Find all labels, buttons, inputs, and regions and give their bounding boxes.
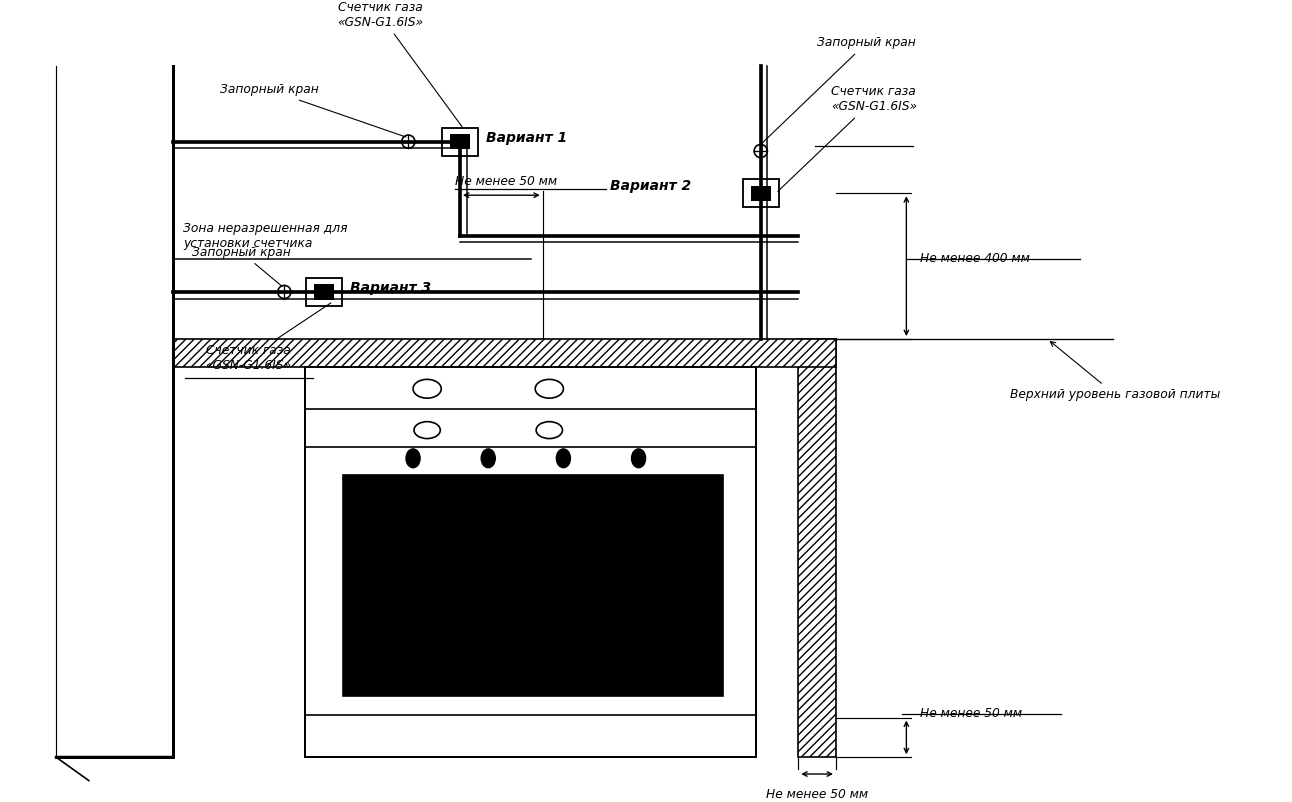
Ellipse shape — [632, 449, 646, 468]
Text: Запорный кран: Запорный кран — [193, 246, 291, 286]
Ellipse shape — [406, 449, 420, 468]
Circle shape — [278, 286, 291, 298]
Text: Счетчик газа
«GSN-G1.6IS»: Счетчик газа «GSN-G1.6IS» — [778, 86, 917, 192]
Text: Не менее 50 мм: Не менее 50 мм — [455, 175, 557, 188]
Text: Не менее 50 мм: Не менее 50 мм — [920, 707, 1022, 720]
Text: Вариант 3: Вариант 3 — [350, 282, 432, 295]
Bar — [314, 284, 333, 300]
Bar — [743, 179, 779, 208]
Text: Не менее 400 мм: Не менее 400 мм — [920, 252, 1030, 265]
Bar — [751, 185, 770, 201]
Text: Вариант 1: Вариант 1 — [486, 131, 567, 145]
Bar — [450, 134, 470, 149]
Bar — [173, 339, 836, 367]
Ellipse shape — [535, 379, 563, 398]
Text: Зона неразрешенная для
установки счетчика: Зона неразрешенная для установки счетчик… — [183, 221, 348, 249]
Ellipse shape — [481, 449, 495, 468]
Text: Счетчик газа
«GSN-G1.6IS»: Счетчик газа «GSN-G1.6IS» — [337, 1, 463, 128]
Ellipse shape — [557, 449, 571, 468]
Text: Запорный кран: Запорный кран — [221, 83, 406, 137]
Bar — [305, 367, 756, 757]
Ellipse shape — [536, 422, 562, 439]
Text: Вариант 2: Вариант 2 — [610, 179, 691, 192]
Bar — [342, 476, 724, 696]
Circle shape — [755, 144, 767, 158]
Bar — [442, 128, 478, 156]
Text: Запорный кран: Запорный кран — [762, 36, 916, 143]
Ellipse shape — [413, 422, 441, 439]
Ellipse shape — [413, 379, 442, 398]
Circle shape — [402, 135, 415, 148]
Text: Не менее 50 мм: Не менее 50 мм — [766, 788, 868, 801]
Bar — [306, 277, 341, 306]
Text: Счетчик газа
«GSN-G1.6IS»: Счетчик газа «GSN-G1.6IS» — [205, 303, 331, 371]
Text: Верхний уровень газовой плиты: Верхний уровень газовой плиты — [1010, 342, 1220, 401]
Bar — [798, 339, 836, 757]
